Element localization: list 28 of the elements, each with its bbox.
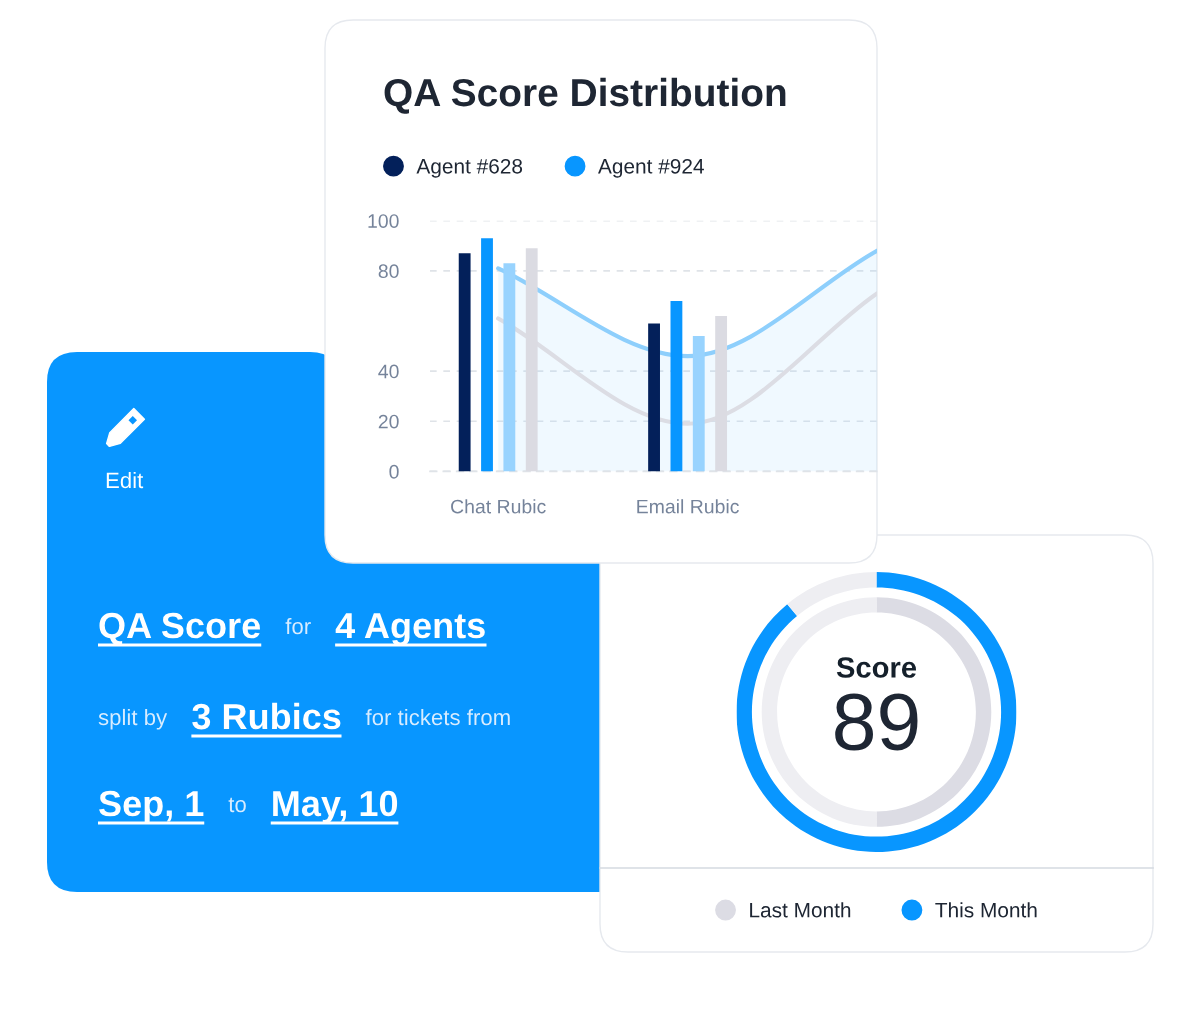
legend-label: This Month <box>935 902 1037 918</box>
legend-label: Agent #924 <box>598 158 704 178</box>
legend-label: Agent #628 <box>416 158 523 178</box>
y-tick-label: 40 <box>378 364 399 379</box>
text: Score <box>836 657 917 678</box>
text: 89 <box>835 693 918 751</box>
text: split by <box>98 708 168 730</box>
text: QA Score <box>99 612 260 646</box>
y-tick-label: 80 <box>378 264 399 279</box>
bar <box>670 300 683 472</box>
bar <box>481 238 493 472</box>
legend-label: Last Month <box>750 902 851 918</box>
x-tick-label: Email Rubic <box>637 499 739 514</box>
text: 3 Rubics <box>192 702 341 730</box>
y-tick-label: 20 <box>378 414 399 429</box>
text: for <box>285 617 311 635</box>
text: to <box>228 797 246 813</box>
text: Edit <box>106 471 144 489</box>
text: Sep, 1 <box>99 790 204 824</box>
chart-title: QA Score Distribution <box>384 77 786 114</box>
bar <box>458 253 471 472</box>
x-tick-label: Chat Rubic <box>451 499 546 514</box>
text: May, 10 <box>273 790 398 824</box>
text: for tickets from <box>365 708 510 726</box>
y-tick-label: 100 <box>368 214 399 228</box>
y-tick-label: 0 <box>389 464 399 479</box>
text: 4 Agents <box>335 613 485 646</box>
bar <box>648 323 660 472</box>
